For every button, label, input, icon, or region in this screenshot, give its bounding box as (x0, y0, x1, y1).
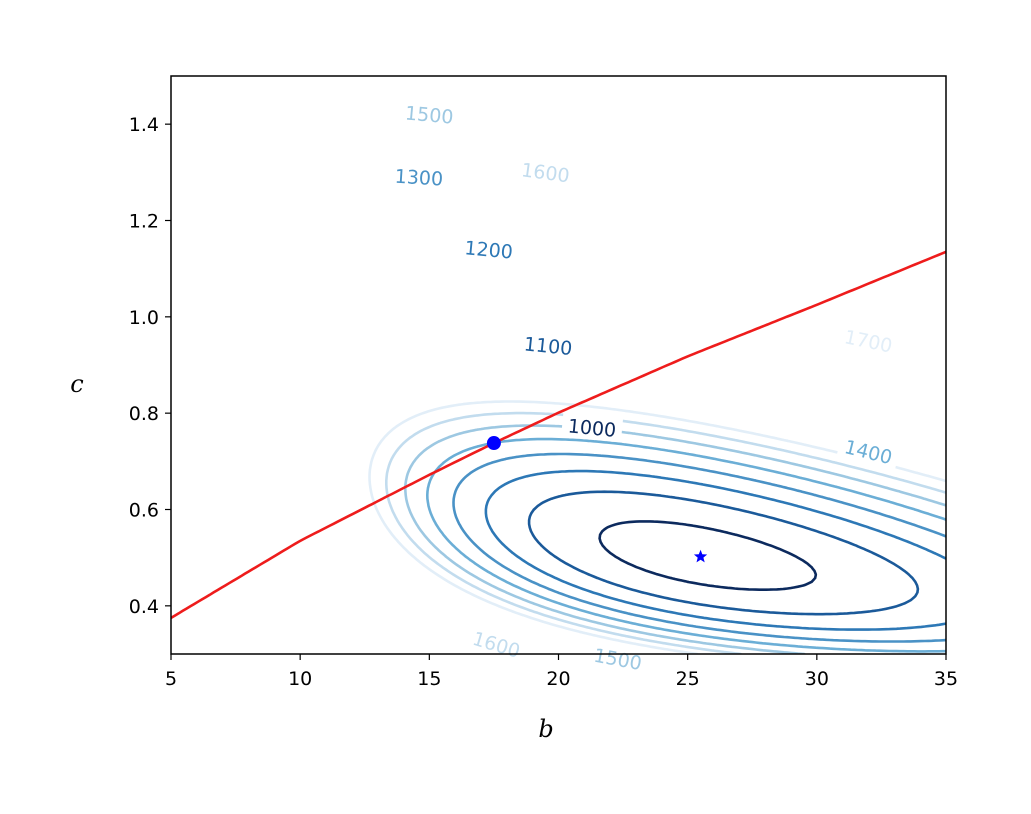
contour-label-gap (457, 234, 520, 265)
x-tick-label: 10 (288, 668, 312, 690)
x-axis-ticks: 5 10 15 20 25 30 35 (165, 654, 958, 690)
x-tick-label: 5 (165, 668, 177, 690)
red-curve (171, 250, 946, 620)
contour-label-gap (514, 156, 577, 189)
contour-label-gap (398, 99, 461, 130)
y-axis-label: c (70, 370, 83, 398)
data-series (171, 250, 946, 620)
contour-label-gap (586, 641, 650, 677)
x-tick-label: 30 (805, 668, 829, 690)
contour-label-gap (561, 412, 624, 443)
y-tick-label: 1.4 (129, 114, 159, 136)
contour-line-1700 (368, 400, 946, 654)
contour-label-gap (517, 330, 580, 361)
contour-label: 1300 (394, 166, 444, 191)
contour-line-1400 (426, 437, 946, 653)
contour-label-gap (836, 323, 901, 359)
contour-lines (368, 400, 946, 654)
y-tick-label: 0.8 (129, 403, 159, 425)
optimum-point (486, 436, 501, 451)
contour-line-1000 (598, 520, 818, 591)
contour-line-1200 (484, 469, 946, 631)
contour-label: 1000 (567, 415, 617, 442)
contour-line-1300 (452, 452, 946, 643)
contour-line-1500 (404, 424, 946, 654)
x-tick-label: 25 (676, 668, 700, 690)
contour-label: 1100 (523, 333, 573, 360)
x-tick-label: 15 (417, 668, 441, 690)
x-axis-label: b (538, 715, 553, 743)
y-axis-ticks: 0.4 0.6 0.8 1.0 1.2 1.4 (129, 114, 171, 618)
x-tick-label: 35 (934, 668, 958, 690)
contour-label-gap (836, 432, 901, 471)
y-tick-label: 0.6 (129, 500, 159, 522)
y-tick-label: 1.0 (129, 307, 159, 329)
contour-label-gap (388, 163, 450, 191)
contour-line-1100 (527, 490, 920, 616)
y-tick-label: 1.2 (129, 211, 159, 233)
contour-label: 1500 (404, 102, 454, 128)
x-tick-label: 20 (546, 668, 570, 690)
y-tick-label: 0.4 (129, 596, 159, 618)
contour-label: 1200 (464, 237, 514, 263)
true-value-star (693, 549, 708, 563)
